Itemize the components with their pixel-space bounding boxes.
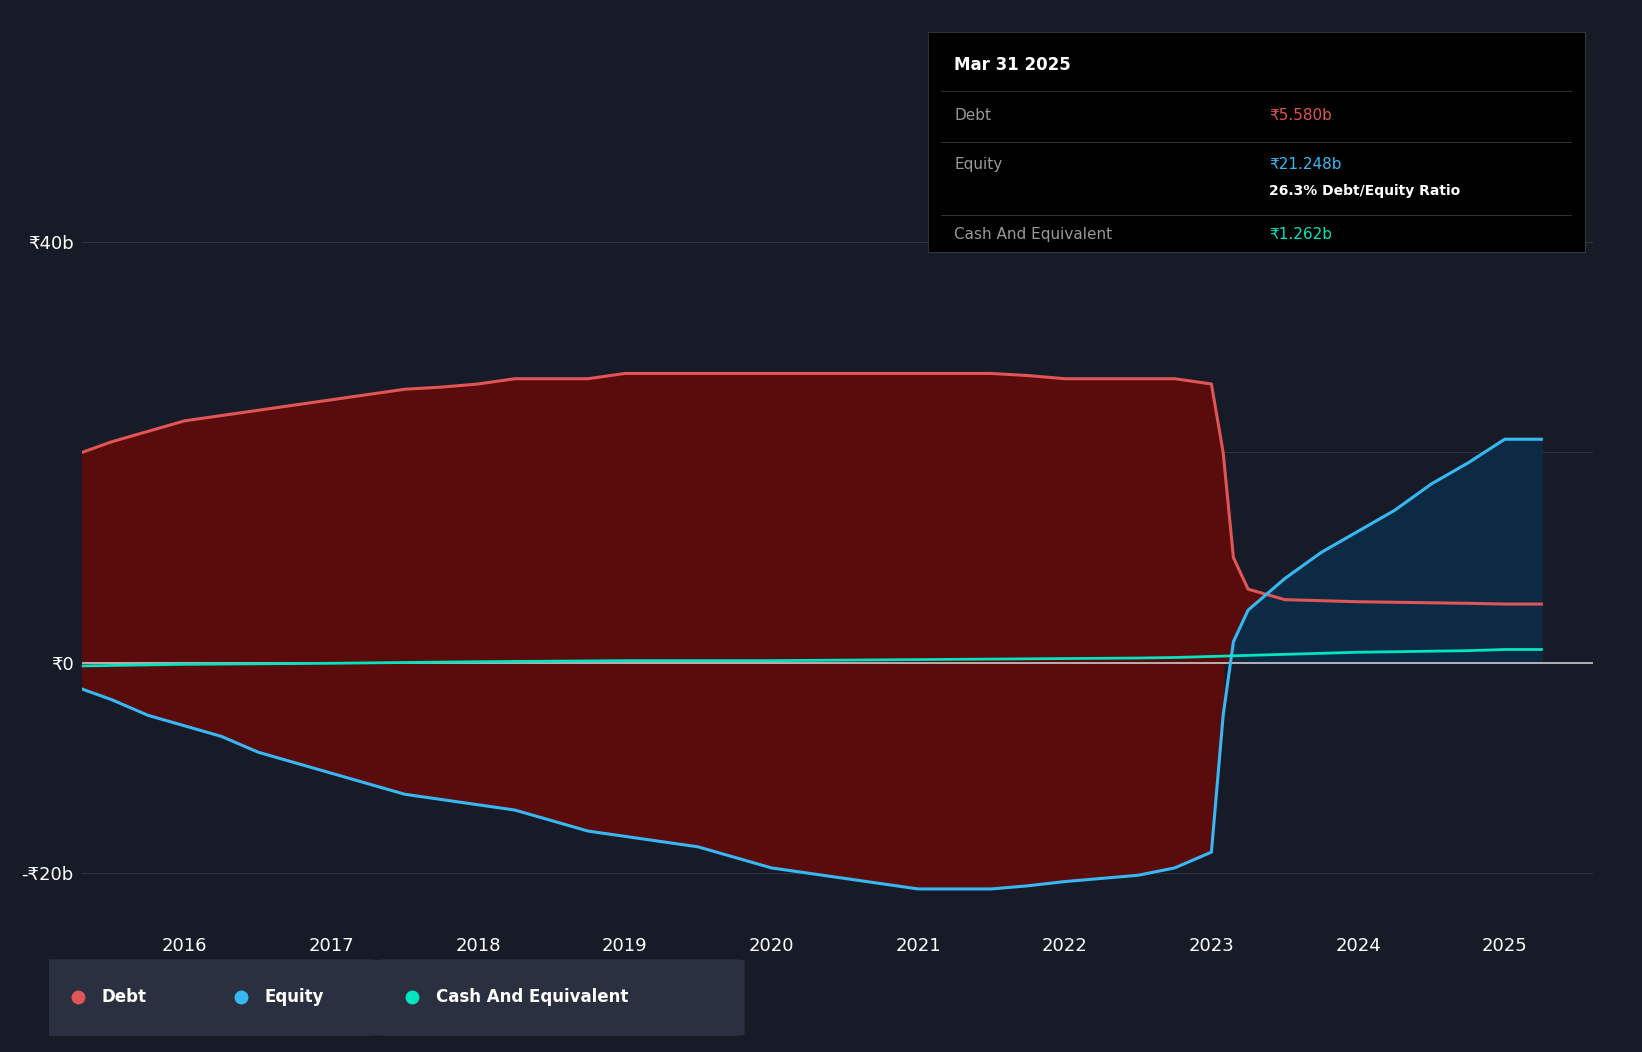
Text: Debt: Debt xyxy=(954,108,992,123)
Text: ₹1.262b: ₹1.262b xyxy=(1269,227,1332,242)
FancyBboxPatch shape xyxy=(39,959,217,1036)
Text: Cash And Equivalent: Cash And Equivalent xyxy=(954,227,1112,242)
Text: 26.3% Debt/Equity Ratio: 26.3% Debt/Equity Ratio xyxy=(1269,184,1460,198)
FancyBboxPatch shape xyxy=(204,959,379,1036)
Text: Cash And Equivalent: Cash And Equivalent xyxy=(435,988,629,1006)
Text: Debt: Debt xyxy=(102,988,146,1006)
FancyBboxPatch shape xyxy=(374,959,745,1036)
Text: ₹21.248b: ₹21.248b xyxy=(1269,157,1342,171)
Text: Equity: Equity xyxy=(264,988,323,1006)
Text: Mar 31 2025: Mar 31 2025 xyxy=(954,56,1071,74)
Text: ₹5.580b: ₹5.580b xyxy=(1269,108,1332,123)
Text: Equity: Equity xyxy=(954,157,1002,171)
